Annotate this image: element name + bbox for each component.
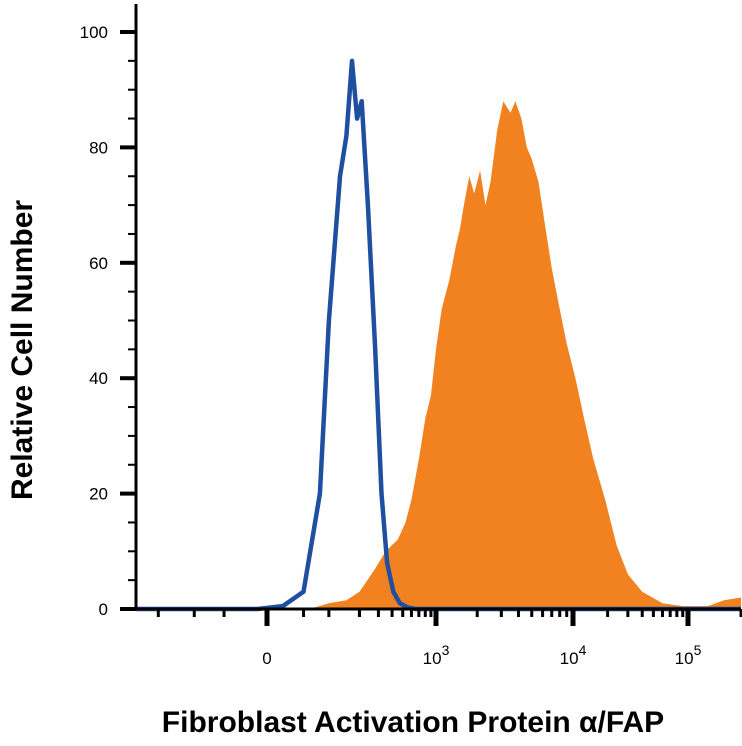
x-tick-label: 103	[423, 642, 450, 668]
x-tick-label: 104	[560, 642, 587, 668]
y-tick-label: 40	[89, 369, 108, 388]
y-tick-label: 20	[89, 485, 108, 504]
y-tick-label: 100	[80, 23, 108, 42]
series-1-filled-histogram	[136, 101, 741, 609]
series-layer	[136, 58, 741, 612]
x-tick-label: 105	[675, 642, 702, 668]
axes	[120, 4, 742, 626]
tick-labels: 0 20 40 60 80 100 0 103 104 105	[80, 23, 702, 668]
y-tick-label: 80	[89, 138, 108, 157]
x-tick-label: 0	[262, 649, 271, 668]
y-tick-label: 0	[99, 600, 108, 619]
y-tick-label: 60	[89, 254, 108, 273]
x-axis-title: Fibroblast Activation Protein α/FAP	[162, 706, 664, 739]
y-axis-title: Relative Cell Number	[6, 200, 39, 500]
